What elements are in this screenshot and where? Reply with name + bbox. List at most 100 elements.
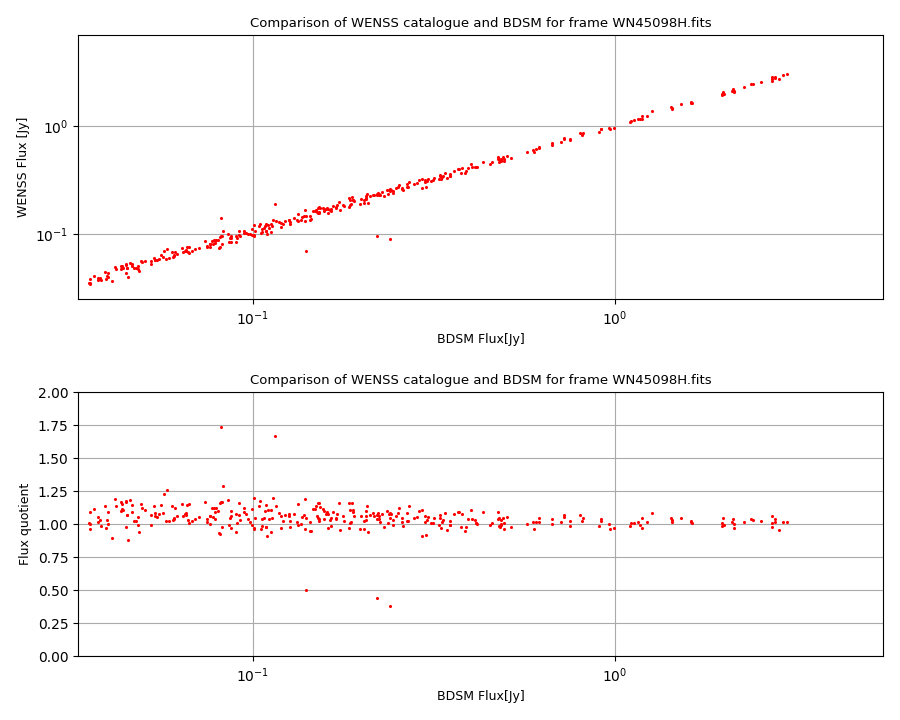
Point [198,496,212,508]
Point [458,168,473,179]
Point [322,514,337,526]
Point [329,202,344,213]
Point [134,498,148,510]
Point [223,236,238,248]
Point [108,264,122,275]
Point [160,485,175,496]
Point [324,206,338,217]
Point [420,514,435,526]
Point [293,214,308,225]
Point [124,499,139,510]
Point [148,508,162,519]
Point [452,507,466,518]
Point [520,518,535,530]
Point [382,512,397,523]
Point [765,521,779,533]
Point [576,127,590,139]
Point [105,532,120,544]
Point [230,236,244,248]
Point [177,508,192,519]
Point [358,510,373,521]
Point [354,194,368,205]
Point [320,522,335,534]
Point [383,507,398,518]
Point [319,508,333,520]
Point [188,243,202,255]
Point [213,497,228,508]
Point [330,199,345,211]
Point [255,224,269,235]
Point [381,188,395,199]
Point [213,231,228,243]
Point [223,512,238,523]
Point [215,230,230,242]
Point [754,76,769,87]
Point [717,88,732,99]
Point [101,506,115,518]
Point [244,229,258,240]
Point [167,513,182,524]
Point [394,183,409,194]
Point [188,513,202,524]
Point [436,514,450,526]
Point [134,255,148,266]
Point [377,191,392,202]
Point [342,193,356,204]
Point [593,123,608,135]
Point [179,244,194,256]
Point [229,230,243,242]
Point [545,139,560,150]
Point [266,214,280,225]
Point [557,132,572,144]
Point [311,515,326,526]
Point [282,215,296,226]
Point [113,505,128,516]
Point [607,122,621,134]
Point [198,235,212,247]
Point [496,151,510,163]
Point [299,513,313,524]
Point [131,526,146,538]
Point [121,534,135,546]
Point [252,219,266,230]
Point [526,146,541,158]
Point [87,271,102,282]
Point [715,521,729,532]
Point [98,266,112,278]
Point [200,517,214,528]
Point [464,505,478,516]
Point [532,516,546,528]
Point [492,156,507,167]
Point [149,255,164,266]
Point [374,189,388,201]
Point [724,85,739,96]
Point [383,233,398,244]
Point [330,508,345,520]
Point [91,516,105,528]
Point [310,510,324,521]
Point [468,517,482,528]
Point [402,176,417,187]
Point [157,488,171,500]
Point [121,271,135,283]
Point [203,510,218,522]
Point [307,205,321,217]
Title: Comparison of WENSS catalogue and BDSM for frame WN45098H.fits: Comparison of WENSS catalogue and BDSM f… [250,374,712,387]
Point [381,518,395,529]
Point [267,198,282,210]
Point [287,508,302,520]
Point [468,161,482,173]
Point [685,518,699,529]
Point [258,225,273,237]
Point [299,246,313,257]
Point [317,205,331,217]
Point [357,523,372,535]
Point [665,515,680,526]
Point [380,184,394,195]
Point [483,520,498,531]
Point [503,153,517,164]
Point [491,153,506,164]
Point [108,261,122,273]
Point [594,123,608,135]
Point [247,230,261,241]
